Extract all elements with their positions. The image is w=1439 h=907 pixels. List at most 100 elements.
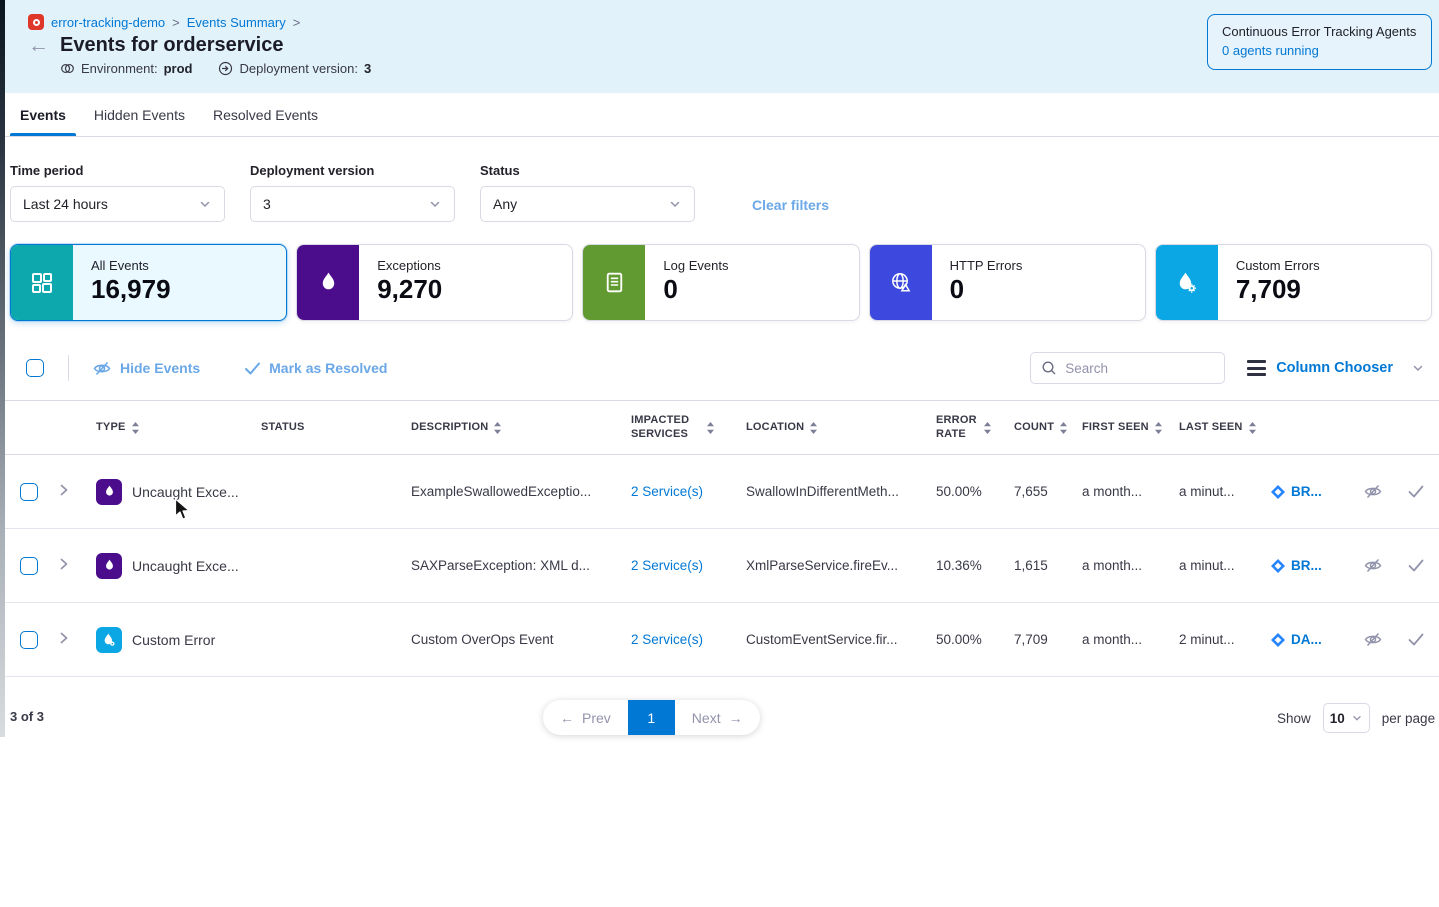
hide-event-icon[interactable] — [1363, 482, 1383, 501]
breadcrumb: error-tracking-demo > Events Summary > — [28, 14, 1439, 30]
hide-events-button[interactable]: Hide Events — [92, 359, 200, 378]
page-size-select[interactable]: 10 — [1322, 703, 1370, 733]
impacted-services-link[interactable]: 2 Service(s) — [631, 632, 704, 647]
time-period-filter: Time period Last 24 hours — [10, 163, 225, 222]
ticket-link[interactable]: BR... — [1271, 484, 1353, 499]
time-period-select[interactable]: Last 24 hours — [10, 186, 225, 222]
hide-event-icon[interactable] — [1363, 556, 1383, 575]
back-arrow-icon[interactable]: ← — [28, 34, 49, 57]
ticket-id: DA... — [1291, 632, 1322, 647]
card-exceptions[interactable]: Exceptions 9,270 — [296, 244, 574, 321]
card-label: Log Events — [663, 258, 729, 273]
log-document-icon — [602, 270, 627, 295]
card-value: 7,709 — [1235, 274, 1301, 304]
sort-icon[interactable] — [131, 421, 140, 435]
ticket-id: BR... — [1291, 558, 1322, 573]
sort-icon[interactable] — [983, 421, 992, 435]
events-table: TYPE STATUS DESCRIPTION IMPACTED SERVICE… — [0, 400, 1439, 677]
tab-hidden-events[interactable]: Hidden Events — [93, 106, 185, 123]
select-all-checkbox[interactable] — [26, 359, 44, 377]
status-value: Any — [493, 196, 518, 212]
tab-resolved-events[interactable]: Resolved Events — [212, 106, 319, 123]
column-header-last-seen: LAST SEEN — [1179, 421, 1271, 435]
mark-resolved-label: Mark as Resolved — [269, 360, 388, 376]
page-summary: 3 of 3 — [10, 709, 44, 724]
flame-gear-icon — [1174, 270, 1199, 295]
sort-icon[interactable] — [1248, 421, 1257, 435]
status-label: Status — [480, 163, 520, 178]
row-checkbox[interactable] — [20, 482, 38, 501]
event-description: SAXParseException: XML d... — [411, 558, 590, 573]
sort-icon[interactable] — [1059, 421, 1068, 435]
prev-label: Prev — [582, 709, 611, 726]
resolve-event-icon[interactable] — [1407, 558, 1425, 573]
impacted-services-link[interactable]: 2 Service(s) — [631, 558, 704, 573]
search-box — [1030, 352, 1226, 384]
event-type: Uncaught Exce... — [132, 557, 239, 574]
chevron-down-icon[interactable] — [1411, 361, 1425, 375]
resolve-event-icon[interactable] — [1407, 632, 1425, 647]
last-seen: 2 minut... — [1179, 632, 1235, 647]
jira-ticket-icon — [1271, 558, 1285, 573]
jira-ticket-icon — [1271, 484, 1285, 499]
resolve-event-icon[interactable] — [1407, 484, 1425, 499]
environment-value: prod — [163, 61, 193, 76]
deployment-version-select[interactable]: 3 — [250, 186, 455, 222]
agents-running-link[interactable]: 0 agents running — [1222, 43, 1319, 58]
next-page-button[interactable]: Next → — [675, 700, 760, 735]
check-icon — [244, 361, 261, 376]
card-label: HTTP Errors — [949, 258, 1023, 273]
column-header-description: DESCRIPTION — [411, 421, 631, 435]
card-value: 16,979 — [91, 274, 171, 304]
breadcrumb-project-link[interactable]: error-tracking-demo — [51, 14, 166, 30]
impacted-services-link[interactable]: 2 Service(s) — [631, 484, 704, 499]
expand-chevron-icon[interactable] — [56, 482, 72, 498]
prev-page-button[interactable]: ← Prev — [543, 700, 628, 735]
card-all-events[interactable]: All Events 16,979 — [10, 244, 288, 321]
sort-icon[interactable] — [809, 421, 818, 435]
page-size-value: 10 — [1329, 710, 1345, 726]
last-seen: a minut... — [1179, 558, 1235, 573]
row-checkbox[interactable] — [20, 556, 38, 575]
deployment-version-label: Deployment version — [250, 163, 375, 178]
tab-events[interactable]: Events — [10, 93, 76, 136]
chevron-down-icon — [198, 197, 212, 211]
expand-chevron-icon[interactable] — [56, 556, 72, 572]
card-value: 0 — [949, 274, 965, 304]
deployment-version-filter: Deployment version 3 — [250, 163, 455, 222]
breadcrumb-separator: > — [172, 14, 180, 30]
environment-icon — [60, 61, 75, 76]
status-filter: Status Any — [480, 163, 695, 222]
card-custom-errors[interactable]: Custom Errors 7,709 — [1154, 244, 1433, 321]
card-log-events[interactable]: Log Events 0 — [582, 244, 860, 321]
ticket-link[interactable]: BR... — [1271, 558, 1353, 573]
exception-type-icon — [96, 552, 122, 579]
column-list-icon[interactable] — [1247, 360, 1267, 376]
ticket-link[interactable]: DA... — [1271, 632, 1353, 647]
row-checkbox[interactable] — [20, 630, 38, 649]
eye-slash-icon — [92, 359, 112, 378]
agents-card-title: Continuous Error Tracking Agents — [1222, 24, 1417, 39]
hide-event-icon[interactable] — [1363, 630, 1383, 649]
breadcrumb-events-summary-link[interactable]: Events Summary — [186, 14, 286, 30]
page-number-button[interactable]: 1 — [627, 700, 675, 735]
card-value: 0 — [663, 274, 678, 304]
error-rate: 50.00% — [936, 632, 982, 647]
column-chooser-button[interactable]: Column Chooser — [1276, 360, 1393, 376]
mark-resolved-button[interactable]: Mark as Resolved — [244, 360, 387, 376]
status-select[interactable]: Any — [480, 186, 695, 222]
jira-ticket-icon — [1271, 632, 1285, 647]
search-input[interactable] — [1065, 360, 1215, 376]
column-header-first-seen: FIRST SEEN — [1082, 421, 1179, 435]
card-http-errors[interactable]: HTTP Errors 0 — [868, 244, 1146, 321]
sort-icon[interactable] — [1154, 421, 1163, 435]
stat-cards: All Events 16,979 Exceptions 9,270 Log E… — [0, 222, 1439, 321]
error-tracking-logo-icon — [28, 14, 44, 30]
clear-filters-button[interactable]: Clear filters — [752, 197, 830, 213]
sort-icon[interactable] — [493, 421, 502, 435]
chevron-down-icon — [668, 197, 682, 211]
breadcrumb-separator: > — [292, 14, 301, 30]
expand-chevron-icon[interactable] — [56, 630, 72, 646]
sort-icon[interactable] — [706, 421, 715, 435]
search-icon — [1041, 360, 1057, 376]
